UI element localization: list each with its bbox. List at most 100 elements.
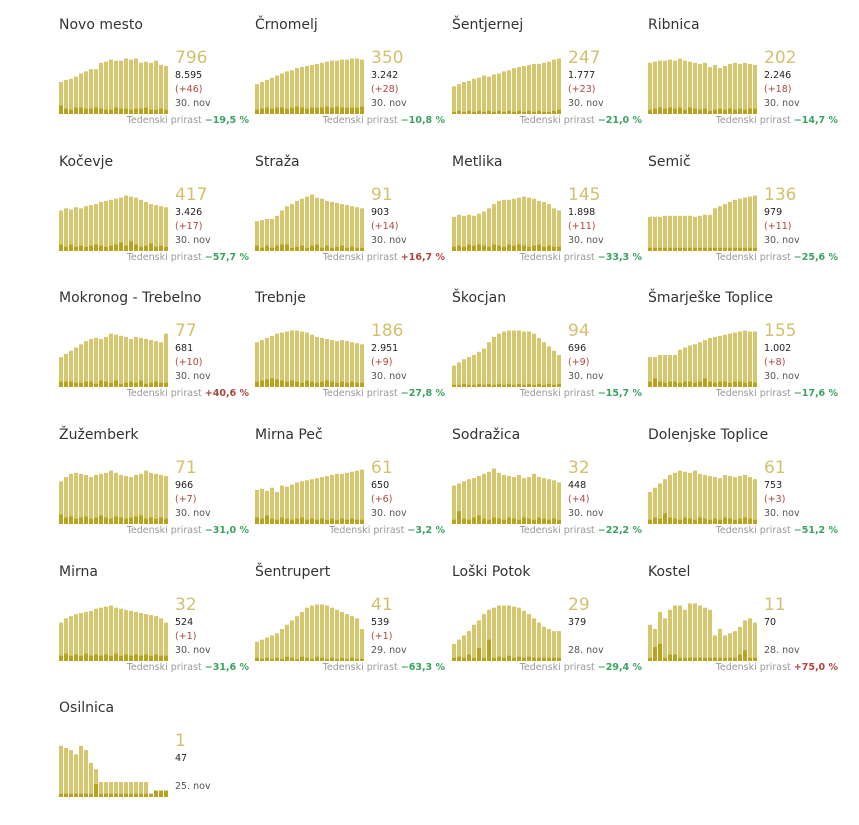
new-cases-bar <box>350 107 354 114</box>
new-cases-bar <box>290 657 294 661</box>
new-cases-bar <box>718 108 722 114</box>
new-cases-bar <box>678 657 682 661</box>
active-cases-bar <box>290 484 294 524</box>
new-cases-bar <box>124 793 128 797</box>
weekly-growth: Tedenski prirast −21,0 % <box>520 115 642 126</box>
new-cases-bar <box>149 109 153 114</box>
active-cases-bar <box>522 478 526 524</box>
new-cases-bar <box>360 519 364 524</box>
new-cases-bar <box>492 384 496 387</box>
new-cases-bar <box>109 245 113 251</box>
active-cases-bar <box>69 350 73 387</box>
new-cases-bar <box>668 654 672 661</box>
new-cases-bar <box>698 657 702 661</box>
active-cases-value: 77 <box>175 321 197 341</box>
active-cases-bar <box>345 614 349 661</box>
new-cases-bar <box>653 378 657 387</box>
active-cases-bar <box>159 474 163 524</box>
active-cases-bar <box>285 331 289 387</box>
new-cases-bar <box>305 519 309 524</box>
new-cases-bar <box>104 246 108 251</box>
last-update-date: 30. nov <box>371 98 407 109</box>
new-cases-bar <box>345 382 349 387</box>
new-cases-bar <box>678 247 682 251</box>
new-cases-bar <box>350 381 354 387</box>
new-cases-bar <box>350 657 354 661</box>
active-cases-bar <box>658 483 662 524</box>
new-cases-bar <box>255 657 259 661</box>
active-cases-bar <box>345 341 349 387</box>
active-cases-bar <box>532 618 536 661</box>
active-cases-bar <box>94 69 98 114</box>
new-cases-bar <box>134 244 138 251</box>
active-cases-bar <box>658 216 662 251</box>
active-cases-bar <box>668 609 672 661</box>
active-cases-bar <box>477 213 481 251</box>
new-cases-bar <box>502 657 506 661</box>
weekly-growth-label: Tedenski prirast <box>715 525 791 536</box>
new-cases-bar <box>295 381 299 387</box>
new-cases-bar <box>487 110 491 114</box>
new-cases-bar <box>462 383 466 387</box>
new-cases-bar <box>482 245 486 251</box>
new-cases-bar <box>79 245 83 251</box>
active-cases-bar <box>355 470 359 524</box>
active-cases-bar <box>124 195 128 251</box>
new-cases-bar <box>708 381 712 387</box>
active-cases-bar <box>335 609 339 661</box>
active-cases-bar <box>305 196 309 251</box>
new-cases-bar <box>315 382 319 387</box>
new-cases-bar <box>552 384 556 387</box>
weekly-growth: Tedenski prirast −27,8 % <box>323 388 445 399</box>
daily-change-value: (+9) <box>371 357 393 368</box>
active-cases-bar <box>467 631 471 661</box>
new-cases-bar <box>472 517 476 524</box>
active-cases-bar <box>733 62 737 114</box>
new-cases-bar <box>753 108 757 114</box>
active-cases-bar <box>280 332 284 387</box>
active-cases-bar <box>129 59 133 114</box>
weekly-growth-label: Tedenski prirast <box>715 662 791 673</box>
sparkline-chart <box>452 330 561 387</box>
total-cases-value: 3.242 <box>371 70 399 81</box>
municipality-name: Straža <box>255 154 300 170</box>
active-cases-bar <box>653 61 657 114</box>
new-cases-bar <box>472 111 476 114</box>
active-cases-bar <box>658 611 662 661</box>
active-cases-bar <box>285 486 289 524</box>
active-cases-bar <box>340 59 344 114</box>
active-cases-bar <box>315 604 319 661</box>
active-cases-value: 145 <box>568 185 601 205</box>
active-cases-bar <box>300 331 304 387</box>
active-cases-bar <box>129 782 133 797</box>
active-cases-bar <box>708 337 712 387</box>
new-cases-bar <box>144 654 148 661</box>
sparkline-chart <box>452 468 561 524</box>
active-cases-bar <box>462 359 466 387</box>
weekly-growth-value: +75,0 % <box>793 662 838 673</box>
new-cases-bar <box>688 107 692 114</box>
new-cases-bar <box>74 518 78 524</box>
new-cases-bar <box>124 108 128 114</box>
active-cases-bar <box>154 616 158 661</box>
weekly-growth-label: Tedenski prirast <box>519 115 595 126</box>
new-cases-bar <box>507 383 511 387</box>
new-cases-bar <box>99 655 103 661</box>
weekly-growth: Tedenski prirast −15,7 % <box>520 388 642 399</box>
new-cases-bar <box>648 519 652 524</box>
new-cases-bar <box>673 381 677 387</box>
new-cases-bar <box>144 383 148 387</box>
active-cases-bar <box>452 485 456 524</box>
daily-change-value: (+14) <box>371 221 399 232</box>
active-cases-bar <box>527 197 531 251</box>
new-cases-bar <box>733 657 737 661</box>
weekly-growth-value: −57,7 % <box>204 252 249 263</box>
municipality-name: Ribnica <box>648 17 700 33</box>
municipality-card: Straža 91 903 (+14) 30. nov Tedenski prirast +… <box>255 149 445 279</box>
daily-change-value: (+11) <box>764 221 792 232</box>
active-cases-bar <box>653 357 657 387</box>
active-cases-bar <box>164 66 168 114</box>
active-cases-bar <box>275 492 279 524</box>
new-cases-bar <box>139 380 143 387</box>
active-cases-bar <box>290 330 294 387</box>
